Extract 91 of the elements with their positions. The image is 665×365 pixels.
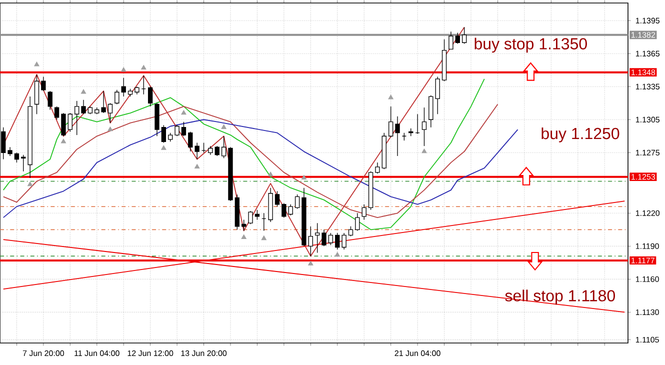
point bbox=[334, 252, 340, 257]
candlestick bbox=[288, 204, 293, 216]
candlestick bbox=[422, 107, 427, 146]
point bbox=[388, 94, 394, 100]
candlestick bbox=[81, 99, 86, 114]
candlestick bbox=[322, 229, 326, 247]
line-series bbox=[2, 26, 465, 257]
candlestick bbox=[68, 112, 72, 132]
ref-line-label: 1.1382 bbox=[632, 32, 655, 38]
candlestick bbox=[355, 212, 360, 232]
candlestick bbox=[161, 124, 166, 144]
ref-line-label: 1.1348 bbox=[632, 69, 656, 76]
candlestick bbox=[362, 204, 366, 220]
candlestick bbox=[328, 232, 334, 246]
y-tick-label: 1.1160 bbox=[636, 276, 659, 282]
point bbox=[241, 234, 246, 239]
y-tick-label: 1.1395 bbox=[636, 18, 660, 24]
y-tick-label: 1.1105 bbox=[636, 336, 659, 343]
y-tick-label: 1.1275 bbox=[636, 150, 660, 156]
point bbox=[308, 260, 314, 266]
candlestick bbox=[34, 74, 40, 114]
candlestick bbox=[148, 86, 153, 107]
candlestick bbox=[41, 76, 46, 92]
candlestick bbox=[335, 232, 340, 250]
candlestick bbox=[214, 146, 220, 156]
candlestick bbox=[194, 142, 200, 160]
point bbox=[141, 64, 146, 70]
y-tick-label: 1.1335 bbox=[636, 84, 660, 90]
candlestick bbox=[221, 136, 226, 158]
candlestick bbox=[74, 100, 80, 136]
y-tick-label: 1.1130 bbox=[636, 309, 659, 316]
candlestick bbox=[114, 90, 120, 105]
x-tick-label: 13 Jun 20:00 bbox=[181, 350, 227, 356]
line-series bbox=[2, 104, 498, 218]
point bbox=[194, 164, 200, 169]
point bbox=[301, 175, 307, 180]
candlestick bbox=[254, 210, 260, 220]
point bbox=[268, 172, 274, 176]
candlestick bbox=[188, 131, 193, 152]
candlestick bbox=[121, 77, 126, 97]
candlestick bbox=[342, 232, 346, 250]
point bbox=[422, 148, 427, 154]
candlestick bbox=[375, 162, 380, 174]
point bbox=[108, 126, 113, 132]
candlestick bbox=[448, 31, 454, 50]
point bbox=[80, 89, 86, 94]
candlestick bbox=[248, 210, 253, 224]
candlestick bbox=[274, 190, 280, 207]
point bbox=[34, 62, 40, 66]
candlestick bbox=[395, 116, 400, 156]
candlestick bbox=[181, 122, 186, 136]
point bbox=[221, 124, 226, 129]
x-tick-label: 21 Jun 04:00 bbox=[394, 350, 440, 356]
point bbox=[181, 110, 186, 115]
candlestick bbox=[388, 106, 394, 138]
candlestick bbox=[61, 112, 66, 136]
x-tick-label: 11 Jun 04:00 bbox=[74, 350, 120, 356]
y-tick-label: 1.1190 bbox=[636, 243, 659, 250]
candlestick bbox=[108, 102, 113, 124]
line-series bbox=[2, 78, 485, 230]
y-tick-label: 1.1220 bbox=[636, 210, 660, 216]
point bbox=[27, 182, 33, 186]
candlestick bbox=[308, 226, 313, 256]
y-tick-label: 1.1305 bbox=[636, 116, 660, 122]
candlestick bbox=[21, 154, 26, 172]
point bbox=[121, 67, 126, 72]
candlestick bbox=[462, 26, 467, 44]
point bbox=[261, 236, 266, 240]
candlestick bbox=[174, 124, 180, 136]
x-tick-label: 7 Jun 20:00 bbox=[22, 350, 64, 356]
point bbox=[161, 145, 166, 150]
candlestick bbox=[314, 222, 320, 254]
line-series bbox=[2, 119, 518, 218]
candlestick bbox=[14, 152, 20, 163]
candlestick bbox=[294, 194, 300, 210]
annotation: buy 1.1250 bbox=[542, 127, 620, 142]
ref-line-label: 1.1177 bbox=[632, 258, 654, 264]
candlestick bbox=[428, 95, 434, 128]
candlestick bbox=[435, 76, 440, 114]
annotation: sell stop 1.1180 bbox=[505, 290, 615, 305]
x-tick-label: 12 Jun 12:00 bbox=[128, 350, 174, 356]
candlestick bbox=[48, 90, 52, 110]
candlestick bbox=[54, 106, 60, 120]
candlestick bbox=[101, 90, 106, 114]
ref-line-label: 1.1253 bbox=[632, 174, 656, 180]
point bbox=[60, 138, 66, 144]
y-tick-label: 1.1365 bbox=[636, 50, 660, 56]
candlestick bbox=[348, 226, 354, 237]
annotation: buy stop 1.1350 bbox=[474, 38, 587, 53]
candlestick bbox=[455, 32, 460, 44]
candlestick bbox=[282, 202, 286, 218]
